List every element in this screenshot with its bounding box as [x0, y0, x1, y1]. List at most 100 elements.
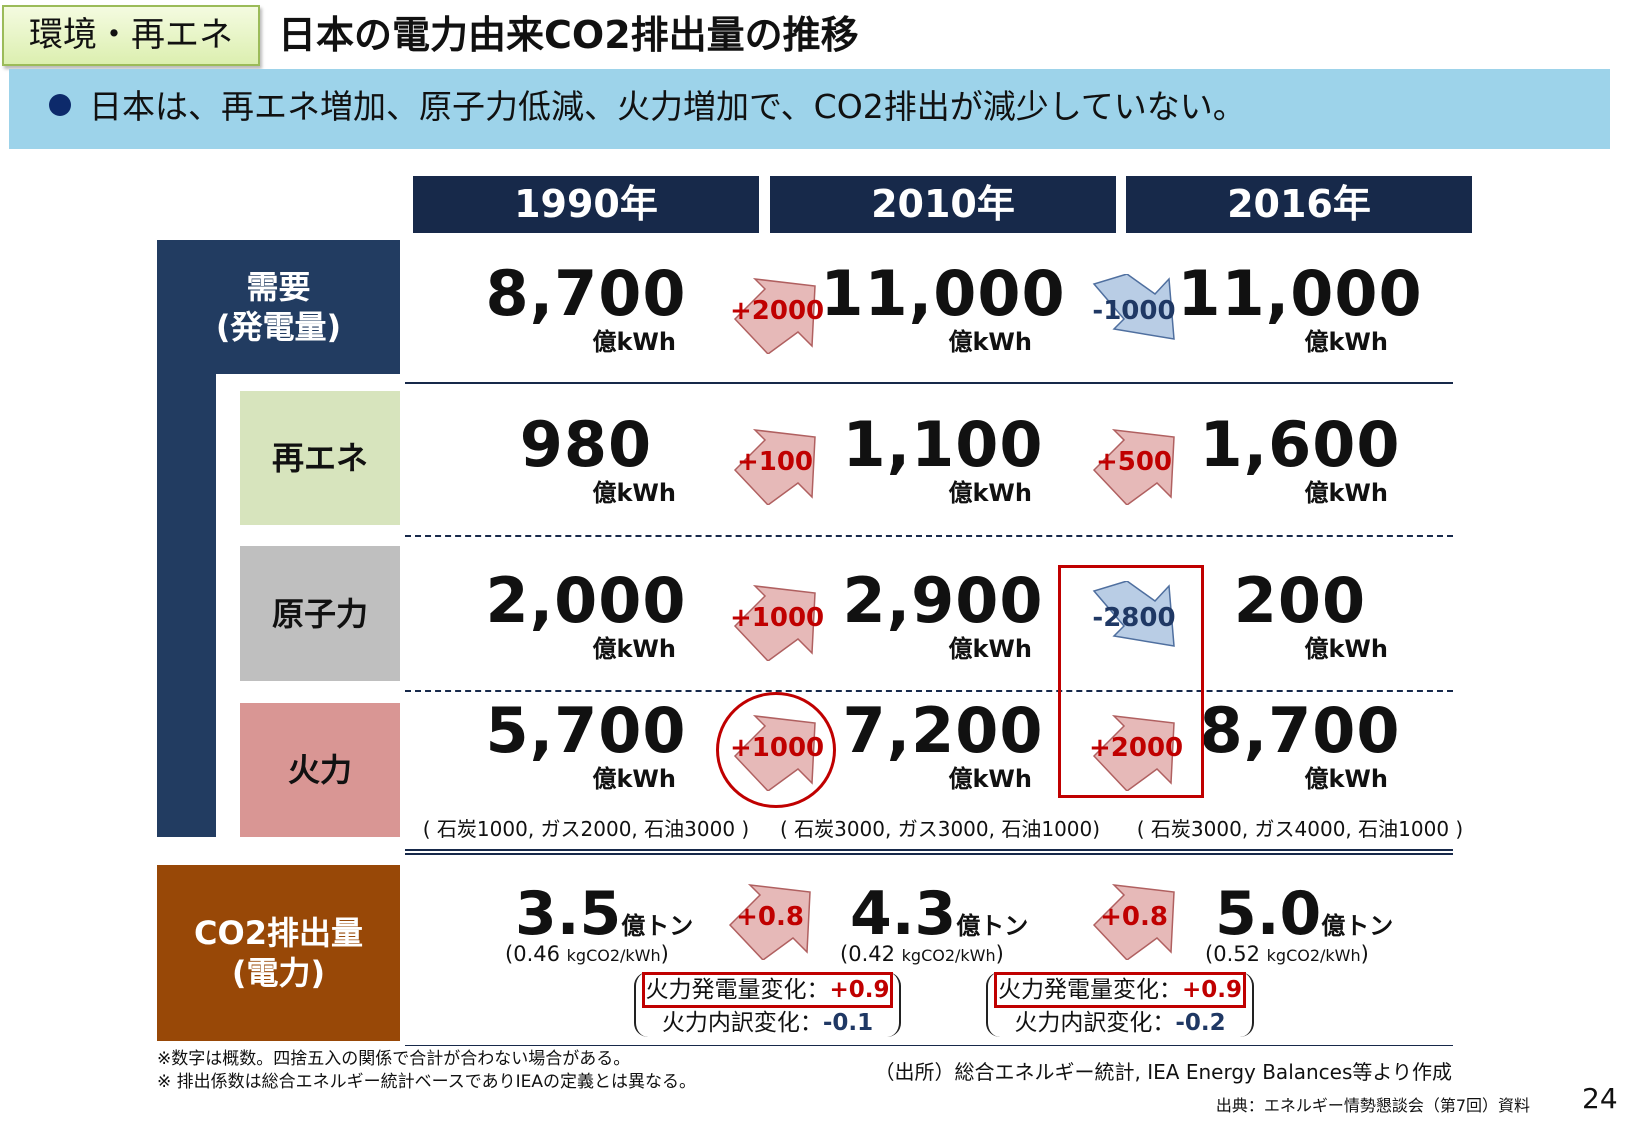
change-indicator: +0.8 [725, 880, 815, 961]
paren: ( [840, 942, 849, 966]
label-subtext: (電力) [231, 954, 326, 992]
value: 1,600 [1199, 408, 1401, 481]
divider [405, 1045, 1453, 1046]
breakdown-value: +0.9 [1181, 977, 1242, 1003]
unit: 億kWh [592, 765, 676, 793]
co2-value: 5.0億トン [1215, 882, 1393, 958]
increase-arrow-icon [733, 429, 816, 506]
breakdown-box: 火力発電量変化：+0.9 火力内訳変化：-0.2 [986, 972, 1254, 1037]
label-subtext: (発電量) [215, 308, 342, 346]
fuel-mix: ( 石炭1000, ガス2000, 石油3000 ) [422, 817, 750, 841]
divider [405, 690, 1453, 692]
value: 11,000 [1177, 257, 1423, 330]
unit: 億kWh [592, 328, 676, 356]
change-indicator: -1000 [1089, 273, 1179, 354]
footnote: ※ 排出係数は総合エネルギー統計ベースでありIEAの定義とは異なる。 [157, 1072, 697, 1092]
co2-value: 4.3億トン [850, 882, 1028, 958]
intensity: (0.46 kgCO2/kWh) [505, 942, 669, 966]
year-header: 2010年 [770, 176, 1116, 233]
change-value: +2000 [1089, 733, 1184, 763]
label-band [157, 374, 216, 837]
intensity-value: 0.46 [513, 942, 560, 966]
change-value: +100 [736, 447, 814, 477]
year-header: 1990年 [413, 176, 759, 233]
highlight-circle [716, 692, 836, 808]
source-note: （出所）総合エネルギー統計, IEA Energy Balances等より作成 [874, 1060, 1452, 1084]
paren: ( [505, 942, 514, 966]
unit: 億kWh [948, 635, 1032, 663]
breakdown-value: +0.9 [829, 977, 890, 1003]
unit: 億kWh [1304, 765, 1388, 793]
increase-arrow-icon [728, 884, 811, 961]
change-value: +2000 [730, 296, 825, 326]
value: 7,200 [842, 694, 1044, 767]
unit: 億kWh [1304, 479, 1388, 507]
page-title: 日本の電力由来CO2排出量の推移 [278, 13, 859, 57]
label-text: CO2排出量 [194, 914, 363, 952]
summary-text: 日本は、再エネ増加、原子力低減、火力増加で、CO2排出が減少していない。 [89, 87, 1246, 126]
co2-unit: 億トン [621, 912, 694, 940]
change-indicator: +100 [730, 425, 820, 506]
intensity-unit: kgCO2/kWh [566, 946, 661, 965]
increase-arrow-icon [1092, 429, 1175, 506]
unit: 億kWh [1304, 328, 1388, 356]
co2-number: 4.3 [850, 879, 957, 949]
intensity-unit: kgCO2/kWh [901, 946, 996, 965]
label-text: 需要 [246, 268, 311, 306]
value: 980 [519, 408, 653, 481]
double-divider [405, 849, 1453, 855]
footnote: ※数字は概数。四捨五入の関係で合計が合わない場合がある。 [157, 1049, 631, 1069]
bullet-icon [49, 94, 71, 116]
breakdown-label: 火力内訳変化： [1014, 1010, 1176, 1036]
change-value: -1000 [1092, 296, 1176, 326]
co2-number: 3.5 [515, 879, 622, 949]
citation: 出典：エネルギー情勢懇談会（第7回）資料 [1215, 1096, 1530, 1115]
co2-value: 3.5億トン [515, 882, 693, 958]
intensity: (0.42 kgCO2/kWh) [840, 942, 1004, 966]
unit: 億kWh [948, 765, 1032, 793]
co2-number: 5.0 [1215, 879, 1322, 949]
fuel-mix: ( 石炭3000, ガス3000, 石油1000) [779, 817, 1101, 841]
change-indicator: +0.8 [1089, 880, 1179, 961]
breakdown-label: 火力内訳変化： [661, 1010, 823, 1036]
decrease-arrow-icon [1092, 580, 1175, 647]
divider [405, 535, 1453, 537]
value: 5,700 [485, 694, 687, 767]
change-indicator: +500 [1089, 425, 1179, 506]
paren: ) [1360, 942, 1369, 966]
value: 2,000 [485, 564, 687, 637]
change-value: +500 [1095, 447, 1173, 477]
co2-unit: 億トン [1321, 912, 1394, 940]
summary-banner: 日本は、再エネ増加、原子力低減、火力増加で、CO2排出が減少していない。 [9, 69, 1610, 149]
value: 8,700 [1199, 694, 1401, 767]
breakdown-box: 火力発電量変化：+0.9 火力内訳変化：-0.1 [634, 972, 901, 1037]
breakdown-value: -0.1 [822, 1010, 874, 1036]
breakdown-value: -0.2 [1175, 1010, 1226, 1036]
unit: 億kWh [948, 328, 1032, 356]
value: 8,700 [485, 257, 687, 330]
unit: 億kWh [592, 479, 676, 507]
row-label-co2: CO2排出量 (電力) [157, 865, 400, 1041]
row-label-renewable: 再エネ [240, 391, 400, 525]
change-indicator: +2000 [1089, 711, 1184, 792]
increase-arrow-icon [733, 278, 816, 355]
paren: ) [660, 942, 669, 966]
intensity-value: 0.42 [848, 942, 895, 966]
breakdown-label: 火力発電量変化： [997, 977, 1182, 1003]
change-indicator: +2000 [730, 274, 825, 355]
value: 200 [1233, 564, 1367, 637]
row-label-thermal: 火力 [240, 703, 400, 837]
row-label-demand: 需要 (発電量) [157, 240, 400, 374]
increase-arrow-icon [1092, 884, 1175, 961]
decrease-arrow-icon [1092, 273, 1175, 340]
change-value: +0.8 [736, 902, 804, 932]
value: 11,000 [820, 257, 1066, 330]
row-label-nuclear: 原子力 [240, 546, 400, 681]
unit: 億kWh [592, 635, 676, 663]
paren: ( [1205, 942, 1214, 966]
increase-arrow-icon [733, 585, 816, 662]
value: 1,100 [842, 408, 1044, 481]
paren: ) [995, 942, 1004, 966]
divider [405, 382, 1453, 384]
co2-unit: 億トン [956, 912, 1029, 940]
